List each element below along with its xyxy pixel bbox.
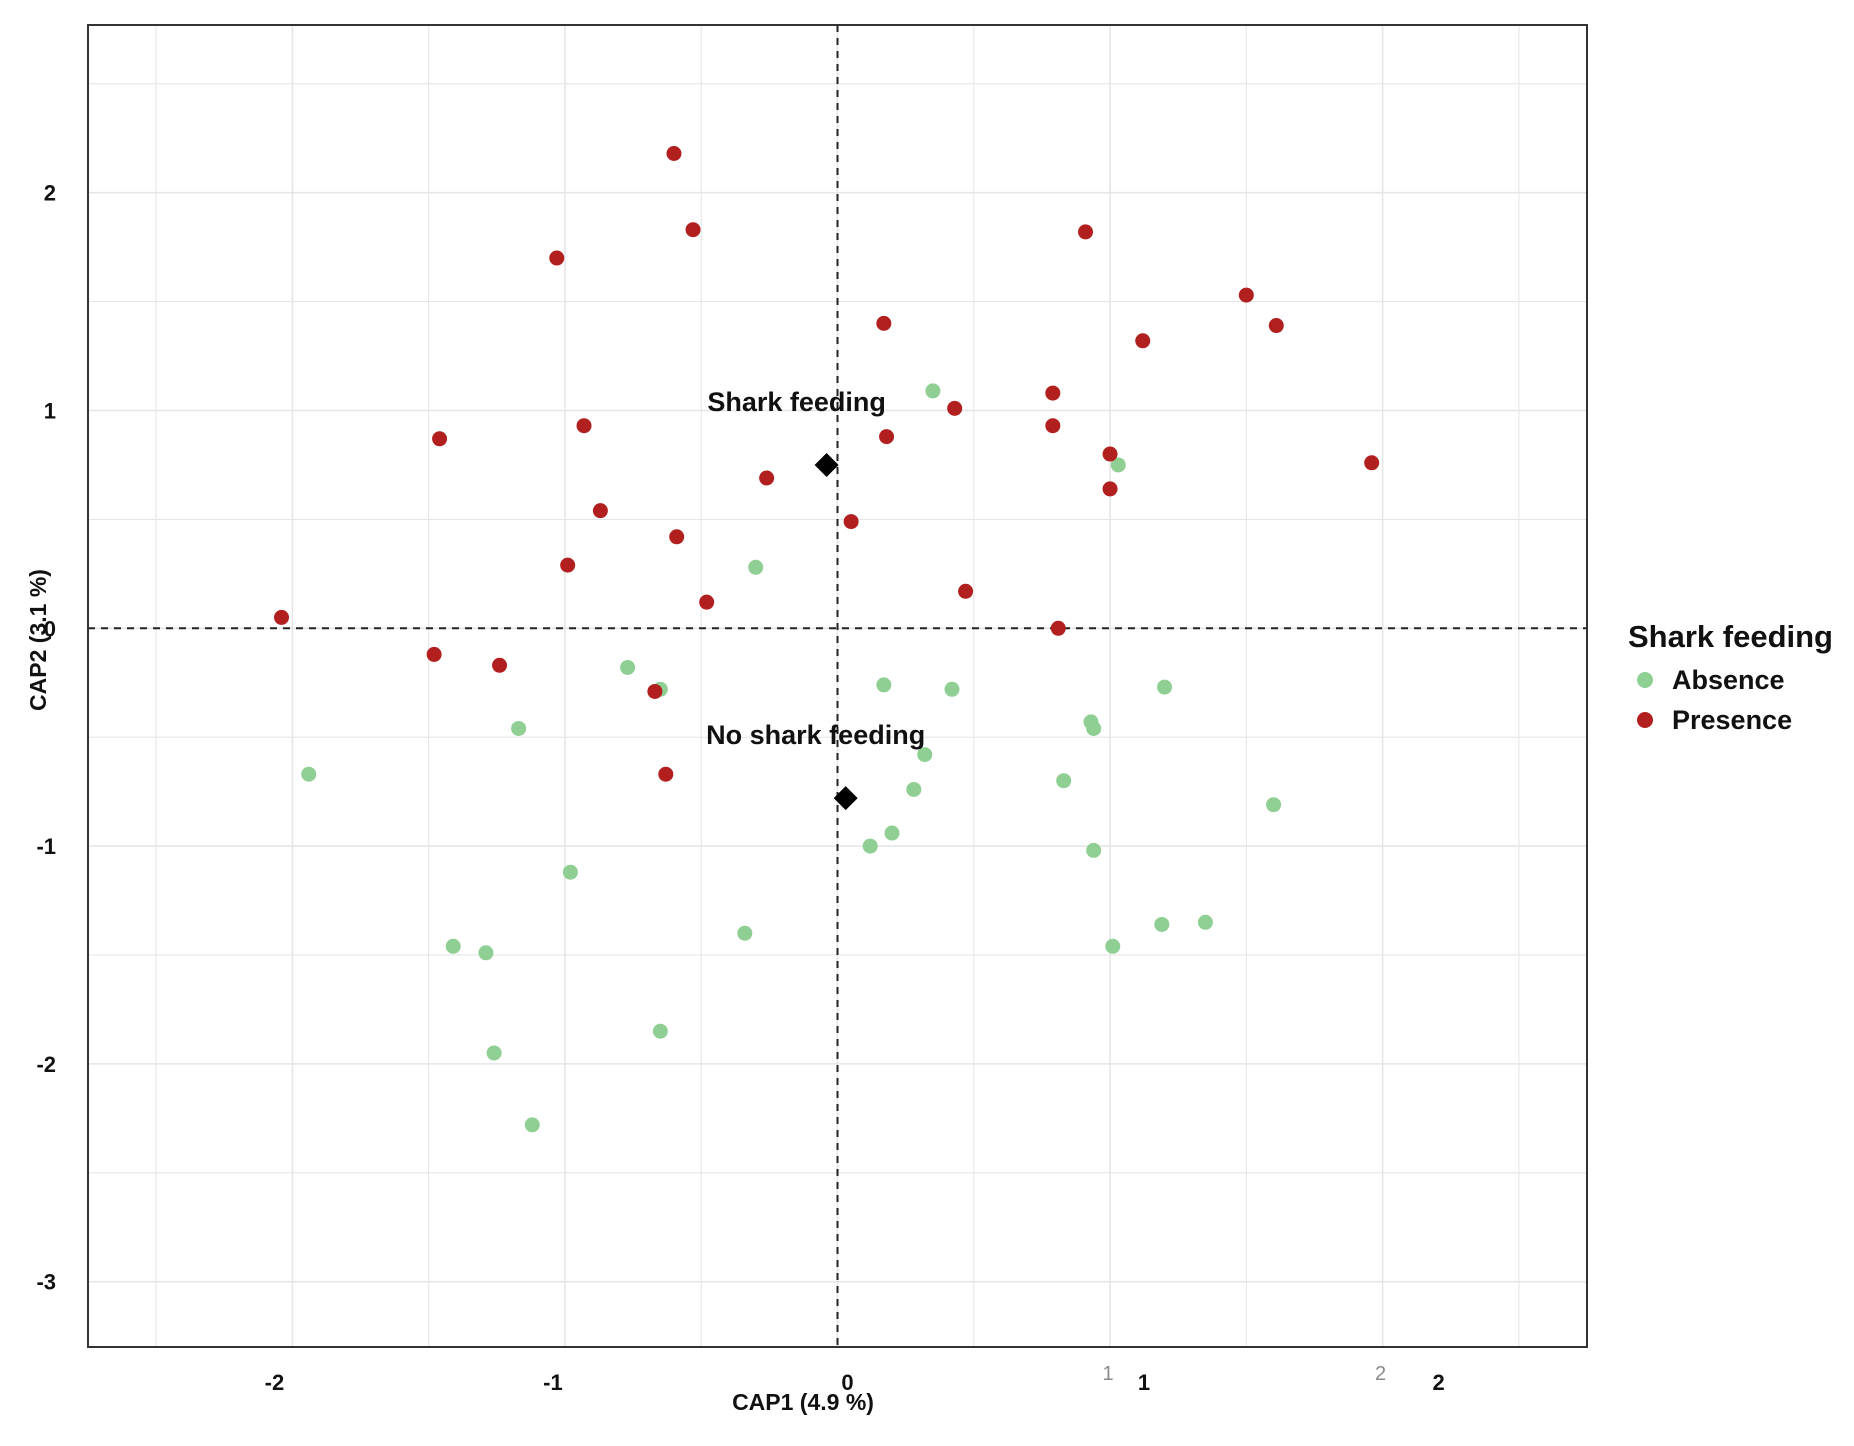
y-tick-label: -1 bbox=[36, 834, 56, 859]
point-presence bbox=[1364, 455, 1380, 471]
x-tick-label: 2 bbox=[1432, 1370, 1444, 1395]
point-presence bbox=[958, 583, 974, 599]
y-tick-label: 0 bbox=[44, 616, 56, 641]
centroid-label: Shark feeding bbox=[707, 387, 886, 417]
point-presence bbox=[1102, 481, 1118, 497]
plot-border bbox=[87, 24, 1588, 1348]
point-presence bbox=[1102, 446, 1118, 462]
point-absence bbox=[917, 747, 933, 763]
centroid-marker bbox=[814, 452, 839, 477]
legend-swatch-absence bbox=[1637, 672, 1653, 688]
point-absence bbox=[944, 681, 960, 697]
point-presence bbox=[843, 514, 859, 530]
point-absence bbox=[1086, 842, 1102, 858]
legend-label-presence: Presence bbox=[1672, 705, 1792, 735]
point-absence bbox=[1266, 797, 1282, 813]
point-presence bbox=[666, 145, 682, 161]
point-absence bbox=[737, 925, 753, 941]
x-axis-title: CAP1 (4.9 %) bbox=[732, 1389, 874, 1415]
legend-swatch-presence bbox=[1637, 712, 1653, 728]
y-tick-label: 2 bbox=[44, 181, 56, 206]
point-presence bbox=[947, 400, 963, 416]
point-presence bbox=[1045, 385, 1061, 401]
stray-tick-label: 2 bbox=[1375, 1363, 1386, 1385]
point-absence bbox=[486, 1045, 502, 1061]
point-absence bbox=[862, 838, 878, 854]
point-presence bbox=[576, 418, 592, 434]
x-tick-label: -1 bbox=[543, 1370, 563, 1395]
point-absence bbox=[1110, 457, 1126, 473]
x-tick-labels: -2 -1 0 1 2 bbox=[265, 1370, 1445, 1395]
point-presence bbox=[1078, 224, 1094, 240]
point-presence bbox=[1050, 620, 1066, 636]
point-presence bbox=[549, 250, 565, 266]
point-presence bbox=[647, 683, 663, 699]
point-absence bbox=[478, 945, 494, 961]
point-presence bbox=[432, 431, 448, 447]
centroids: Shark feeding No shark feeding bbox=[706, 387, 925, 811]
legend-title: Shark feeding bbox=[1628, 619, 1833, 654]
point-absence bbox=[301, 766, 317, 782]
point-presence bbox=[592, 503, 608, 519]
legend-entries: Absence Presence bbox=[1637, 665, 1792, 735]
point-absence bbox=[562, 864, 578, 880]
reference-lines bbox=[88, 25, 1587, 1347]
y-tick-label: -3 bbox=[36, 1270, 56, 1295]
point-presence bbox=[1045, 418, 1061, 434]
point-absence bbox=[876, 677, 892, 693]
point-absence bbox=[652, 1023, 668, 1039]
point-absence bbox=[524, 1117, 540, 1133]
legend-label-absence: Absence bbox=[1672, 665, 1785, 695]
point-absence bbox=[925, 383, 941, 399]
data-points bbox=[274, 145, 1380, 1133]
point-absence bbox=[906, 781, 922, 797]
point-presence bbox=[1268, 318, 1284, 334]
point-presence bbox=[560, 557, 576, 573]
point-presence bbox=[879, 429, 895, 445]
point-presence bbox=[1135, 333, 1151, 349]
point-presence bbox=[426, 646, 442, 662]
point-presence bbox=[274, 609, 290, 625]
point-absence bbox=[1157, 679, 1173, 695]
y-tick-labels: 2 1 0 -1 -2 -3 bbox=[36, 181, 56, 1295]
centroid-marker bbox=[833, 786, 858, 811]
stray-tick-label: 1 bbox=[1102, 1363, 1113, 1385]
x-tick-label: -2 bbox=[265, 1370, 285, 1395]
point-absence bbox=[1086, 720, 1102, 736]
y-axis-title: CAP2 (3.1 %) bbox=[25, 569, 51, 711]
point-absence bbox=[748, 559, 764, 575]
point-absence bbox=[1105, 938, 1121, 954]
point-absence bbox=[884, 825, 900, 841]
x-tick-label: 1 bbox=[1138, 1370, 1150, 1395]
point-absence bbox=[511, 720, 527, 736]
point-presence bbox=[699, 594, 715, 610]
x-tick-label: 0 bbox=[841, 1370, 853, 1395]
y-tick-label: -2 bbox=[36, 1052, 56, 1077]
centroid-label: No shark feeding bbox=[706, 720, 925, 750]
point-presence bbox=[1238, 287, 1254, 303]
point-absence bbox=[1154, 916, 1170, 932]
point-absence bbox=[620, 659, 636, 675]
point-absence bbox=[1056, 773, 1072, 789]
point-absence bbox=[1197, 914, 1213, 930]
point-presence bbox=[759, 470, 775, 486]
point-presence bbox=[685, 222, 701, 238]
legend: Shark feeding Absence Presence bbox=[1628, 619, 1833, 735]
y-tick-label: 1 bbox=[44, 398, 56, 423]
point-presence bbox=[876, 315, 892, 331]
point-presence bbox=[658, 766, 674, 782]
point-presence bbox=[492, 657, 508, 673]
point-presence bbox=[669, 529, 685, 545]
point-absence bbox=[445, 938, 461, 954]
